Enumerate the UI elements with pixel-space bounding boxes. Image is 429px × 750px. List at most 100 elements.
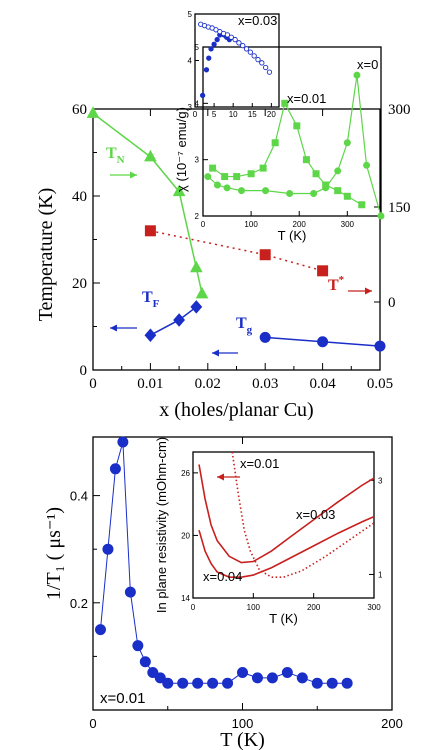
chi-series-1-point [322, 181, 330, 189]
chi-series-0-point [204, 173, 212, 181]
chi-series-1-point [334, 187, 342, 195]
bottom-series-0-point [162, 677, 174, 689]
chi-series-1-point [259, 164, 267, 172]
small-series-1-point [228, 34, 234, 40]
rho-label-x003: x=0.03 [296, 507, 335, 522]
bottom-series-0-point [177, 677, 189, 689]
small-series-0-point [199, 92, 206, 99]
rho-ytick-label: 20 [181, 531, 190, 540]
top-ytick-label: 40 [72, 189, 87, 205]
small-xtick-label: 20 [267, 110, 276, 119]
top-series-1-point [144, 328, 157, 342]
tg-label: Tg [236, 315, 253, 336]
tstar-label: T* [328, 274, 345, 294]
small-xtick-label: 15 [248, 110, 257, 119]
chi-series-1-point [293, 122, 301, 130]
top-series-line-1 [150, 306, 197, 336]
small-series-1-point [251, 53, 257, 59]
top-series-1-point [190, 300, 203, 314]
top-series-0-point [144, 149, 157, 162]
bottom-xtick-label: 100 [232, 716, 254, 731]
bottom-ytick-label: 0.4 [70, 489, 88, 504]
top-series-3-point [144, 225, 156, 237]
rho-ytick-label: 14 [181, 594, 190, 603]
bottom-series-0-point [154, 672, 166, 684]
chi-series-0-point [334, 167, 342, 175]
small-series-1-point [259, 60, 265, 66]
tg-label-main: T [236, 315, 247, 332]
bottom-series-0-point [192, 677, 204, 689]
bottom-xtick-label: 200 [381, 716, 403, 731]
rho-arrow-head [217, 473, 224, 481]
bottom-xtick-label: 0 [89, 716, 96, 731]
chi-ytick-label: 4 [195, 99, 200, 108]
chi-ytick-label: 2 [195, 212, 200, 221]
small-series-1-point [262, 64, 269, 71]
bottom-series-0-point [109, 463, 121, 475]
tstar-label-sub: * [339, 274, 345, 286]
tstar-arrow-head [365, 287, 372, 295]
top-series-2-point [259, 331, 271, 343]
top-series-3-point [259, 249, 271, 261]
small-xtick-label: 10 [229, 110, 238, 119]
chi-label-x001: x=0.01 [287, 91, 326, 106]
bottom-series-0-point [311, 677, 323, 689]
bottom-series-0-point [326, 677, 338, 689]
chi-ytick-label: 5 [195, 43, 200, 52]
chi-xtick-label: 0 [201, 220, 206, 229]
chi-xtick-label: 100 [244, 220, 258, 229]
top-right-tick-label: 150 [388, 200, 411, 216]
chi-series-1-point [233, 173, 241, 181]
small-series-1-point [255, 56, 261, 63]
top-right-tick-label: 0 [388, 295, 396, 311]
top-ytick-label: 0 [80, 363, 88, 379]
top-ytick-label: 60 [72, 102, 87, 118]
chi-series-1-point [271, 139, 279, 147]
chi-xtick-label: 300 [341, 220, 355, 229]
small-ytick-label: 3 [188, 103, 193, 112]
small-series-1-point [240, 42, 246, 49]
bottom-series-0-point [207, 677, 219, 689]
top-series-0-point [195, 286, 209, 299]
chi-series-1-point [312, 170, 320, 178]
small-series-0-point [208, 46, 214, 52]
small-ytick-label: 5 [188, 10, 193, 19]
rho-xtick-label: 300 [367, 603, 381, 612]
chi-series-0-point [343, 139, 351, 147]
bottom-label-x001: x=0.01 [100, 690, 145, 707]
rho-ytick-right-label: 3 [378, 476, 383, 485]
rho-label-x004: x=0.04 [203, 569, 242, 584]
chi-ytick-label: 3 [195, 156, 200, 165]
tf-label-sub: F [153, 298, 160, 310]
small-series-1-point [243, 46, 250, 52]
bottom-series-0-point [296, 672, 308, 684]
small-label-x003: x=0.03 [238, 13, 277, 28]
bottom-series-0-point [251, 672, 263, 684]
chi-xtick-label: 200 [293, 220, 307, 229]
top-xtick-label: 0.04 [309, 376, 336, 392]
top-y-axis-label: Temperature (K) [35, 188, 57, 322]
rho-label-x001: x=0.01 [240, 456, 279, 471]
small-series-0-point [214, 36, 220, 43]
chi-series-0-point [223, 184, 231, 192]
bottom-series-line-0 [99, 441, 348, 684]
rho-xtick-label: 0 [191, 603, 196, 612]
top-xtick-label: 0.05 [367, 376, 393, 392]
chi-series-0-point [310, 189, 318, 197]
tg-arrow-head [212, 349, 219, 357]
chi-series-1-point [247, 170, 255, 178]
chi-y-axis-label: χ (10⁻⁷ emu/g) [174, 107, 189, 192]
small-ytick-label: 4 [188, 57, 193, 66]
bottom-ytick-label: 0.2 [70, 596, 88, 611]
chi-series-1-point [281, 99, 289, 107]
bottom-series-0-point [94, 624, 106, 636]
small-series-0-point [206, 55, 212, 61]
bottom-series-0-point [132, 640, 144, 652]
rho-ytick-right-label: 1 [378, 570, 383, 579]
top-ytick-label: 20 [72, 276, 87, 292]
top-series-1-point [173, 313, 186, 327]
chi-series-1-point [221, 173, 229, 181]
tg-label-sub: g [247, 324, 253, 336]
chi-x-axis-label: T (K) [278, 228, 307, 243]
